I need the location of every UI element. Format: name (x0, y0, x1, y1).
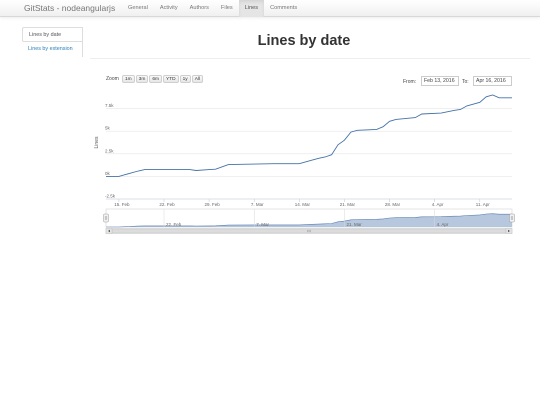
nav-files[interactable]: Files (220, 5, 233, 11)
range-to-label: To: (462, 79, 469, 85)
zoom-label: Zoom (106, 76, 119, 82)
title-divider (90, 58, 530, 59)
x-tick-label: 29. Feb (204, 202, 220, 207)
y-tick-label: 0k (105, 171, 111, 176)
nav-authors[interactable]: Authors (189, 5, 209, 11)
zoom-all-button[interactable]: All (191, 75, 204, 83)
navigator-right-handle[interactable] (509, 213, 515, 223)
x-tick-label: 11. Apr (476, 202, 490, 207)
y-tick-label: 7.5k (105, 103, 114, 108)
tab-lines-by-date[interactable]: Lines by date (22, 27, 82, 42)
y-tick-label: -2.5k (105, 194, 116, 199)
x-tick-label: 7. Mar (251, 202, 264, 207)
main-nav: General Activity Authors Files Lines Com… (122, 0, 303, 17)
nav-lines[interactable]: Lines (238, 0, 265, 17)
y-tick-label: 5k (105, 126, 111, 131)
zoom-1m-button[interactable]: 1m (122, 75, 135, 83)
x-tick-label: 28. Mar (385, 202, 401, 207)
navigator-tick-label: 4. Apr (437, 222, 449, 227)
navigator-tick-label: 7. Mar (256, 222, 269, 227)
navigator-tick-label: 21. Mar (346, 222, 362, 227)
side-tabs: Lines by date Lines by extension (22, 27, 82, 57)
series-line[interactable] (106, 94, 512, 177)
zoom-1y-button[interactable]: 1y (179, 75, 191, 83)
top-navbar: GitStats - nodeangularjs General Activit… (0, 0, 540, 17)
y-tick-label: 2.5k (105, 148, 114, 153)
navigator-line (106, 213, 512, 228)
range-from-label: From: (403, 79, 417, 85)
y-axis-title: Lines (94, 136, 100, 148)
x-tick-label: 21. Mar (340, 202, 356, 207)
nav-general[interactable]: General (128, 5, 148, 11)
navigator-area (106, 213, 512, 227)
range-from-input[interactable] (421, 76, 459, 86)
navigator-left-handle[interactable] (103, 213, 109, 223)
nav-activity[interactable]: Activity (159, 5, 178, 11)
zoom-ytd-button[interactable]: YTD (163, 75, 179, 83)
scroll-left-arrow-icon (108, 229, 110, 233)
navigator-tick-label: 22. Feb (166, 222, 182, 227)
zoom-buttons: 1m 3m 6m YTD 1y All (122, 75, 204, 83)
x-tick-label: 4. Apr (432, 202, 444, 207)
range-to-input[interactable] (473, 76, 512, 86)
zoom-6m-button[interactable]: 6m (149, 75, 163, 83)
side-tabs-divider (82, 27, 83, 57)
tab-lines-by-extension[interactable]: Lines by extension (28, 46, 73, 52)
page-title: Lines by date (257, 33, 351, 49)
x-tick-label: 15. Feb (114, 202, 130, 207)
x-tick-label: 14. Mar (295, 202, 311, 207)
x-tick-label: 22. Feb (159, 202, 175, 207)
brand-title[interactable]: GitStats - nodeangularjs (24, 3, 116, 13)
scroll-right-arrow-icon (508, 229, 510, 233)
zoom-3m-button[interactable]: 3m (135, 75, 149, 83)
nav-comments[interactable]: Comments (270, 5, 298, 11)
lines-chart[interactable]: -2.5k 0k 2.5k 5k 7.5k Lines 15. Feb 22. Feb 29. … (92, 84, 522, 239)
